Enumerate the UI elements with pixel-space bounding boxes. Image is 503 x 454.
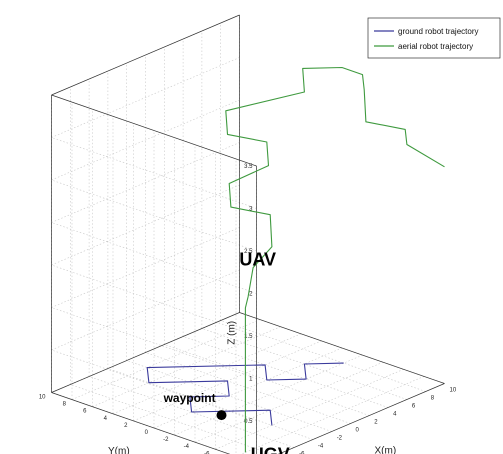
y-tick-label: 6 bbox=[83, 409, 87, 415]
waypoint-annotation: waypoint bbox=[163, 391, 216, 405]
x-tick-label: 2 bbox=[374, 420, 378, 426]
back-wall-grid-line bbox=[52, 143, 240, 223]
x-tick-label: 0 bbox=[356, 428, 360, 434]
y-tick-label: 0 bbox=[145, 430, 149, 436]
y-tick-label: 10 bbox=[39, 395, 46, 401]
x-tick-label: 10 bbox=[450, 388, 457, 394]
y-axis-label: Y(m) bbox=[108, 446, 130, 454]
grid-lines bbox=[52, 15, 445, 454]
x-tick-label: 4 bbox=[393, 412, 397, 418]
x-axis-label: X(m) bbox=[375, 446, 397, 454]
y-tick-label: 2 bbox=[124, 423, 128, 429]
y-tick-label: 4 bbox=[104, 416, 108, 422]
legend-label-aerial: aerial robot trajectory bbox=[398, 42, 473, 51]
uav-annotation: UAV bbox=[239, 249, 276, 269]
ugv-annotation: UGV bbox=[251, 444, 290, 454]
y-tick-label: 8 bbox=[63, 402, 67, 408]
x-tick-label: -4 bbox=[318, 444, 324, 450]
legend: ground robot trajectory aerial robot tra… bbox=[368, 18, 500, 58]
y-tick-label: -4 bbox=[184, 444, 190, 450]
x-tick-label: 8 bbox=[431, 396, 435, 402]
x-tick-label: -2 bbox=[337, 436, 343, 442]
z-tick-label: 3.5 bbox=[244, 164, 253, 170]
floor-edge-line bbox=[240, 313, 445, 384]
legend-box bbox=[368, 18, 500, 58]
y-tick-label: -2 bbox=[163, 437, 169, 443]
floor-grid-line bbox=[216, 369, 404, 449]
z-axis-label: Z (m) bbox=[227, 321, 238, 345]
floor-grid-line bbox=[154, 348, 342, 428]
waypoint-marker bbox=[217, 410, 227, 420]
back-wall-grid-line bbox=[52, 58, 240, 138]
back-wall-grid-line bbox=[52, 100, 240, 180]
markers bbox=[217, 410, 227, 420]
legend-label-ground: ground robot trajectory bbox=[398, 27, 479, 36]
x-tick-label: 6 bbox=[412, 404, 416, 410]
